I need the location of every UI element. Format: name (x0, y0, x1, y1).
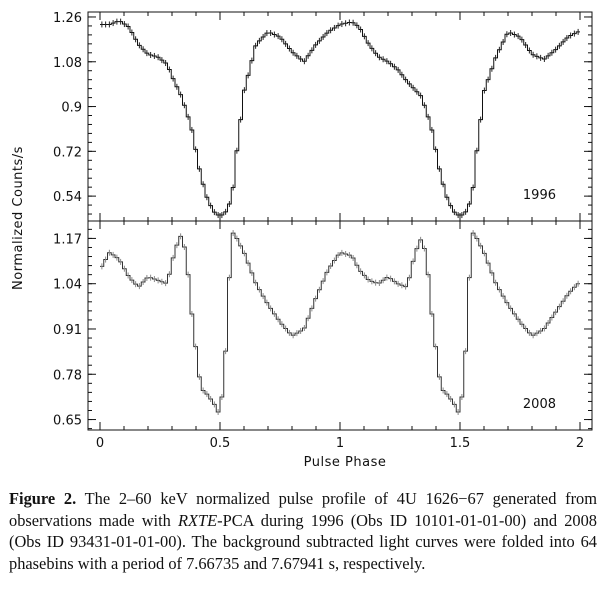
y-tick-label: 0.91 (53, 323, 82, 338)
x-tick-label: 1.5 (450, 436, 471, 451)
x-axis-title: Pulse Phase (304, 455, 387, 470)
y-tick-label: 1.17 (53, 232, 82, 247)
panel-frame (87, 11, 593, 222)
light-curve-series (100, 21, 580, 216)
panel-year-label: 1996 (523, 188, 556, 203)
x-tick-label: 2 (576, 436, 584, 451)
caption-text-part1: The 2–60 keV normalized pulse profile of… (9, 489, 597, 530)
y-tick-label: 0.78 (53, 368, 82, 383)
panel-year-label: 2008 (523, 397, 556, 412)
caption-figure-label: Figure 2. (9, 489, 77, 508)
y-tick-label: 0.54 (53, 190, 82, 205)
panel-frame (87, 220, 593, 431)
x-tick-label: 0 (96, 436, 104, 451)
pulse-profile-figure: 0.54 0.72 0.9 1.08 1.26 1996 0.65 0.78 0.91 1.04… (11, 11, 593, 470)
y-axis-title: Normalized Counts/s (11, 146, 26, 290)
x-tick-label: 0.5 (210, 436, 231, 451)
figure-caption: Figure 2. The 2–60 keV normalized pulse … (9, 488, 597, 574)
caption-text-part2: -PCA during 1996 (Obs ID 10101-01-01-00)… (9, 510, 597, 573)
panel-2008: 0.65 0.78 0.91 1.04 1.17 0 0.5 1 1.5 2 Pulse Phase… (53, 220, 593, 470)
light-curve-series (100, 232, 580, 413)
y-tick-label: 0.72 (53, 145, 82, 160)
x-tick-label: 1 (336, 436, 344, 451)
y-tick-label: 0.9 (61, 101, 82, 116)
y-tick-label: 1.04 (53, 278, 82, 293)
y-tick-label: 0.65 (53, 414, 82, 429)
caption-instrument: RXTE (178, 510, 218, 530)
y-tick-label: 1.08 (53, 56, 82, 71)
panel-1996: 0.54 0.72 0.9 1.08 1.26 1996 (53, 11, 593, 222)
y-tick-label: 1.26 (53, 11, 82, 26)
